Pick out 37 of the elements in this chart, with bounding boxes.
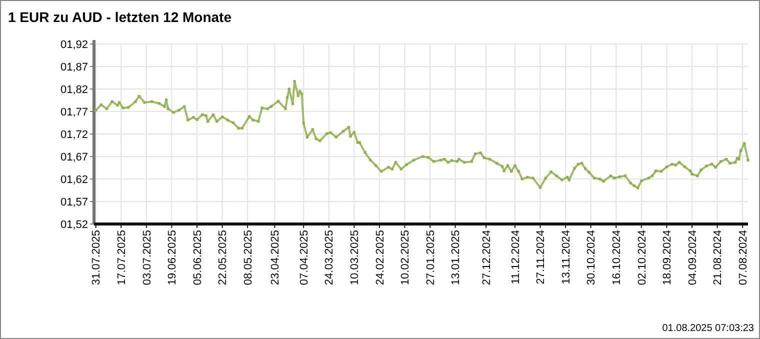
y-tick-label: 01,57 xyxy=(60,196,88,208)
y-tick-label: 01,67 xyxy=(60,151,88,164)
chart-title: 1 EUR zu AUD - letzten 12 Monate xyxy=(8,9,232,25)
x-tick-label: 24.02.2025 xyxy=(374,230,386,286)
x-tick-label: 18.09.2024 xyxy=(662,230,674,286)
x-tick-label: 24.03.2025 xyxy=(324,230,336,286)
x-tick-label: 07.04.2025 xyxy=(298,230,310,286)
y-tick-label: 01,72 xyxy=(60,128,88,141)
x-tick-label: 03.07.2025 xyxy=(141,230,154,286)
y-tick-label: 01,52 xyxy=(60,218,88,231)
x-tick-label: 21.08.2024 xyxy=(712,230,724,286)
x-tick-label: 05.06.2025 xyxy=(192,230,204,286)
y-tick-label: 01,77 xyxy=(60,106,88,118)
x-tick-label: 27.12.2024 xyxy=(480,230,493,286)
y-tick-label: 01,92 xyxy=(60,38,88,51)
x-tick-label: 22.05.2025 xyxy=(217,230,230,286)
x-tick-label: 10.03.2025 xyxy=(349,230,362,286)
x-tick-label: 17.07.2025 xyxy=(116,230,128,286)
x-tick-label: 08.05.2025 xyxy=(242,230,254,286)
y-tick-label: 01,87 xyxy=(60,61,88,74)
text: 01.08.2025 07:03:23 xyxy=(662,323,754,334)
x-tick-label: 27.01.2025 xyxy=(424,230,437,286)
x-tick-label: 30.10.2024 xyxy=(586,230,598,286)
x-tick-label: 19.06.2025 xyxy=(166,230,179,286)
x-tick-label: 13.01.2025 xyxy=(450,230,462,286)
x-tick-label: 11.12.2024 xyxy=(510,230,522,284)
x-tick-label: 13.11.2024 xyxy=(560,230,572,284)
x-tick-label: 27.11.2024 xyxy=(535,230,548,284)
x-tick-label: 23.04.2025 xyxy=(270,230,282,286)
x-tick-label: 04.09.2024 xyxy=(686,230,699,286)
x-tick-label: 10.02.2025 xyxy=(400,230,412,286)
x-tick-label: 02.10.2024 xyxy=(636,230,648,286)
x-tick-label: 31.07.2025 xyxy=(90,230,103,286)
y-tick-label: 01,82 xyxy=(60,84,88,96)
x-tick-label: 07.08.2024 xyxy=(737,230,750,286)
x-tick-label: 16.10.2024 xyxy=(610,230,623,286)
y-tick-label: 01,62 xyxy=(60,174,88,186)
